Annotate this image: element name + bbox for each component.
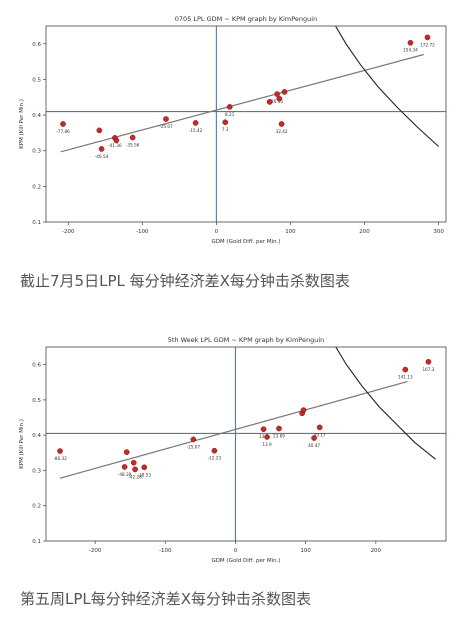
data-point xyxy=(121,464,128,470)
data-label: 49.17 xyxy=(314,432,326,437)
x-tick-label: 0 xyxy=(215,229,219,235)
data-point xyxy=(278,121,285,127)
data-label: -35.56 xyxy=(126,143,140,148)
data-label: -48.39 xyxy=(118,472,132,477)
data-label: -38.53 xyxy=(137,472,151,477)
data-label: 8.21 xyxy=(225,112,235,117)
data-point xyxy=(60,121,66,127)
data-point xyxy=(260,426,267,433)
data-label: 32.42 xyxy=(276,129,288,134)
data-point xyxy=(276,425,282,432)
data-point xyxy=(402,366,409,373)
caption-bottom: 第五周LPL每分钟经济差X每分钟击杀数图表 xyxy=(20,590,312,608)
chart-title: 0705 LPL GDM ~ KPM graph by KimPenguin xyxy=(175,15,317,23)
data-label: 26.15 xyxy=(271,99,283,104)
data-point xyxy=(113,137,120,144)
data-label: -86.32 xyxy=(53,456,67,461)
data-point xyxy=(141,464,148,471)
regression-line xyxy=(59,380,408,479)
x-axis-label: GDM (Gold Diff. per Min.) xyxy=(211,239,280,245)
data-point xyxy=(264,434,270,440)
chart-bottom-svg: 5th Week LPL GDM ~ KPM graph by KimPengu… xyxy=(19,336,447,564)
y-tick-label: 0.4 xyxy=(32,113,41,119)
data-point xyxy=(192,120,199,126)
data-point xyxy=(316,424,323,431)
data-point xyxy=(132,466,138,473)
x-tick-label: 200 xyxy=(371,548,382,554)
data-point xyxy=(407,39,414,46)
data-point xyxy=(311,435,317,441)
y-tick-label: 0.5 xyxy=(32,398,41,404)
data-label: 7.3 xyxy=(222,127,229,132)
data-point xyxy=(98,146,105,152)
chart-top-svg: 0705 LPL GDM ~ KPM graph by KimPenguin -7… xyxy=(19,15,447,245)
x-tick-label: 100 xyxy=(285,229,296,235)
data-point xyxy=(300,407,307,413)
data-point xyxy=(129,134,136,141)
data-point xyxy=(163,116,169,122)
data-label: -42.28 xyxy=(128,474,142,479)
x-axis-label: GDM (Gold Diff. per Min.) xyxy=(211,558,280,564)
data-point xyxy=(190,436,197,443)
y-tick-label: 0.1 xyxy=(32,539,41,545)
data-point xyxy=(281,89,288,95)
y-tick-label: 0.3 xyxy=(32,149,41,155)
data-point xyxy=(123,449,130,455)
data-label: 141.13 xyxy=(398,375,413,380)
x-tick-label: 0 xyxy=(234,548,238,554)
y-tick-label: 0.2 xyxy=(32,504,41,510)
x-tick-label: 300 xyxy=(433,229,444,235)
x-tick-label: -200 xyxy=(89,548,102,554)
data-label: -25.07 xyxy=(159,124,173,129)
y-tick-label: 0.2 xyxy=(32,184,41,190)
data-label: 23.69 xyxy=(273,433,285,438)
x-tick-label: 100 xyxy=(300,548,311,554)
data-label: -77.86 xyxy=(56,129,70,134)
data-point xyxy=(425,358,432,365)
y-tick-label: 0.5 xyxy=(32,77,41,83)
y-tick-label: 0.3 xyxy=(32,468,41,474)
chart-title: 5th Week LPL GDM ~ KPM graph by KimPengu… xyxy=(168,336,325,344)
x-tick-label: -200 xyxy=(62,229,75,235)
plot-frame xyxy=(45,346,447,542)
data-label: -41.36 xyxy=(108,143,122,148)
chart-top: 0705 LPL GDM ~ KPM graph by KimPenguin -7… xyxy=(0,0,474,262)
data-label: -46.54 xyxy=(95,154,109,159)
data-point xyxy=(266,99,273,105)
data-label: -15.42 xyxy=(189,128,203,133)
data-label: 172.72 xyxy=(420,42,435,47)
threshold-curve xyxy=(334,26,439,147)
data-label: 154.34 xyxy=(403,48,418,53)
data-point xyxy=(57,448,63,454)
y-tick-label: 0.4 xyxy=(32,433,41,439)
data-point xyxy=(424,34,431,41)
threshold-curve xyxy=(335,347,436,460)
y-tick-label: 0.6 xyxy=(32,42,41,48)
x-tick-label: -100 xyxy=(136,229,149,235)
plot-frame xyxy=(45,25,447,223)
y-tick-label: 0.6 xyxy=(32,363,41,369)
data-label: 13.9 xyxy=(259,434,269,439)
data-point xyxy=(222,119,229,126)
data-point xyxy=(96,127,103,134)
y-axis-label: KPM (Kill Per Min.) xyxy=(19,99,25,149)
x-tick-label: -100 xyxy=(159,548,172,554)
data-point xyxy=(130,459,137,466)
data-label: 167.3 xyxy=(422,367,434,372)
data-label: 40.47 xyxy=(308,443,320,448)
data-label: -25.07 xyxy=(187,444,201,449)
data-label: -12.23 xyxy=(208,456,222,461)
x-tick-label: 200 xyxy=(359,229,370,235)
y-tick-label: 0.1 xyxy=(32,220,41,226)
data-point xyxy=(276,95,283,102)
y-axis-label: KPM (Kill Per Min.) xyxy=(19,419,25,469)
data-point xyxy=(226,104,233,110)
data-label: 13.9 xyxy=(262,442,272,447)
data-point xyxy=(274,91,280,97)
chart-bottom: 5th Week LPL GDM ~ KPM graph by KimPengu… xyxy=(0,327,474,582)
regression-line xyxy=(60,53,424,153)
caption-top: 截止7月5日LPL 每分钟经济差X每分钟击杀数图表 xyxy=(20,272,350,290)
data-point xyxy=(211,447,218,454)
